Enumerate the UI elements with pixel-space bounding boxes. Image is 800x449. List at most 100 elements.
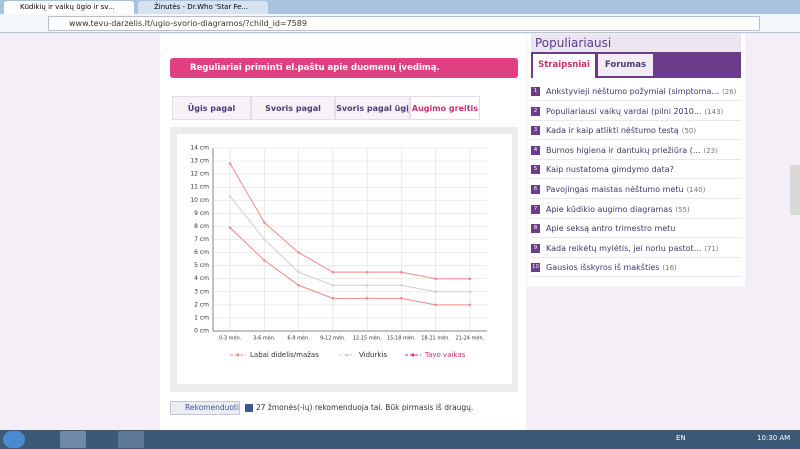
point: [400, 283, 403, 287]
y-tick-label: 5 cm: [194, 262, 209, 269]
y-tick-label: 1 cm: [194, 314, 209, 321]
article-item[interactable]: 8 Apie seksą antro trimestro metu: [531, 219, 741, 239]
taskbar-app[interactable]: [118, 431, 144, 448]
x-tick-label: 21-24 mėn.: [455, 336, 484, 342]
y-tick-label: 7 cm: [194, 236, 209, 243]
point: [468, 277, 472, 281]
article-count: (71): [704, 244, 719, 253]
article-title[interactable]: Pavojingas maistas nėštumo metu: [546, 185, 684, 194]
start-button[interactable]: [3, 431, 25, 448]
point: [228, 195, 232, 198]
article-count: (55): [675, 205, 690, 214]
address-bar[interactable]: www.tevu-darzelis.lt/ugio-svorio-diagram…: [48, 16, 760, 31]
point: [434, 277, 437, 281]
x-tick-label: 12-15 mėn.: [353, 336, 382, 342]
rank: 5: [531, 165, 540, 175]
scrollbar[interactable]: [790, 165, 800, 215]
point: [331, 283, 335, 287]
browser-tab[interactable]: Žinutės - Dr.Who 'Star Fe...: [138, 1, 268, 14]
article-title[interactable]: Kaip nustatoma gimdymo data?: [546, 165, 674, 175]
taskbar-app[interactable]: [60, 431, 86, 448]
article-count: (140): [686, 186, 706, 194]
chart-tab[interactable]: Augimo greitis: [410, 96, 480, 120]
clock: 10:30 AM: [757, 434, 791, 442]
article-title[interactable]: Kada reikėtų mylėtis, jei noriu pastot..…: [546, 243, 702, 253]
article-item[interactable]: 5 Kaip nustatoma gimdymo data?: [531, 160, 741, 180]
article-title[interactable]: Gausios išskyros iš makšties: [546, 263, 660, 273]
point: [365, 283, 369, 287]
article-item[interactable]: 10 Gausios išskyros iš makšties (16): [531, 258, 741, 278]
fb-icon: [245, 404, 253, 412]
article-title[interactable]: Ankstyvieji nėštumo požymiai (simptoma..…: [546, 87, 720, 96]
x-tick-label: 0-3 mėn.: [219, 336, 242, 342]
article-item[interactable]: 9 Kada reikėtų mylėtis, jei noriu pastot.…: [531, 239, 741, 258]
y-tick-label: 2 cm: [194, 301, 209, 308]
line: [229, 163, 470, 280]
point: [434, 290, 437, 294]
point: [228, 162, 232, 165]
rank: 7: [531, 204, 540, 214]
sidebar-tab[interactable]: Straipsniai: [533, 54, 595, 78]
rank: 3: [531, 126, 540, 136]
y-tick-label: 14 cm: [190, 145, 209, 152]
article-title[interactable]: Burnos higiena ir dantukų priežiūra (...: [546, 145, 701, 155]
chart: 0 cm 1 cm 2 cm 3 cm 4 cm 5 cm 6 cm 7 cm 8 cm 9 cm…: [177, 134, 512, 384]
point: [400, 270, 403, 274]
recommend-button[interactable]: Rekomenduoti: [170, 401, 240, 415]
article-item[interactable]: 2 Populiariausi vaikų vardai (pilni 2010.…: [531, 102, 741, 121]
y-tick-label: 12 cm: [190, 171, 209, 178]
article-count: (143): [704, 107, 724, 116]
point: [468, 290, 472, 294]
x-tick-label: 6-9 mėn.: [287, 336, 310, 342]
point: [468, 303, 472, 307]
article-item[interactable]: 6 Pavojingas maistas nėštumo metu (140): [531, 180, 741, 199]
point: [365, 270, 369, 274]
sidebar-tab[interactable]: Forumas: [598, 54, 653, 76]
article-item[interactable]: 4 Burnos higiena ir dantukų priežiūra (..…: [531, 141, 741, 160]
y-tick-label: 11 cm: [190, 184, 209, 191]
chart-tab[interactable]: Svoris pagal amžių: [251, 96, 335, 137]
y-tick-label: 4 cm: [194, 275, 209, 282]
point: [400, 297, 403, 300]
point: [263, 259, 266, 262]
rank: 9: [531, 243, 540, 253]
legend-dot: [411, 353, 415, 357]
article-item[interactable]: 7 Apie kūdikio augimo diagramas (55): [531, 200, 741, 219]
legend-dot: [345, 353, 349, 357]
language[interactable]: EN: [676, 434, 686, 442]
chart-tab[interactable]: Svoris pagal ūgį: [335, 96, 410, 120]
rank: 2: [531, 106, 540, 116]
reminder-banner[interactable]: Reguliariai priminti el.paštu apie duome…: [170, 58, 518, 78]
point: [263, 238, 266, 241]
legend-label: Labai didelis/mažas: [250, 351, 319, 359]
y-tick-label: 3 cm: [194, 288, 209, 295]
point: [263, 221, 266, 224]
recommend-count: 27 žmonės(-ių) rekomenduoja tai. Būk pir…: [256, 403, 474, 412]
legend-label: Vidurkis: [359, 351, 387, 359]
line: [229, 196, 470, 293]
article-title[interactable]: Kada ir kaip atlikti nėštumo testą: [546, 126, 679, 136]
legend-dot: [236, 353, 240, 357]
x-tick-label: 3-6 mėn.: [253, 336, 276, 342]
article-item[interactable]: 3 Kada ir kaip atlikti nėštumo testą (50): [531, 121, 741, 141]
rank: 8: [531, 224, 540, 234]
browser-tab[interactable]: Kūdikių ir vaikų ūgio ir sv...: [4, 1, 134, 14]
article-item[interactable]: 1 Ankstyvieji nėštumo požymiai (simptoma.…: [531, 82, 741, 101]
point: [331, 270, 335, 274]
y-tick-label: 8 cm: [194, 223, 209, 230]
article-title[interactable]: Apie seksą antro trimestro metu: [546, 224, 676, 234]
point: [297, 270, 300, 274]
y-tick-label: 0 cm: [194, 328, 209, 335]
x-tick-label: 9-12 mėn.: [320, 336, 346, 342]
rank: 4: [531, 145, 540, 155]
point: [228, 226, 232, 230]
article-count: (26): [722, 88, 737, 96]
article-title[interactable]: Populiariausi vaikų vardai (pilni 2010..…: [546, 106, 702, 116]
point: [365, 297, 369, 300]
point: [331, 297, 335, 300]
rank: 6: [531, 185, 540, 194]
article-title[interactable]: Apie kūdikio augimo diagramas: [546, 204, 673, 214]
chart-tab[interactable]: Ūgis pagal amžių: [172, 96, 251, 137]
rank: 1: [531, 87, 540, 96]
